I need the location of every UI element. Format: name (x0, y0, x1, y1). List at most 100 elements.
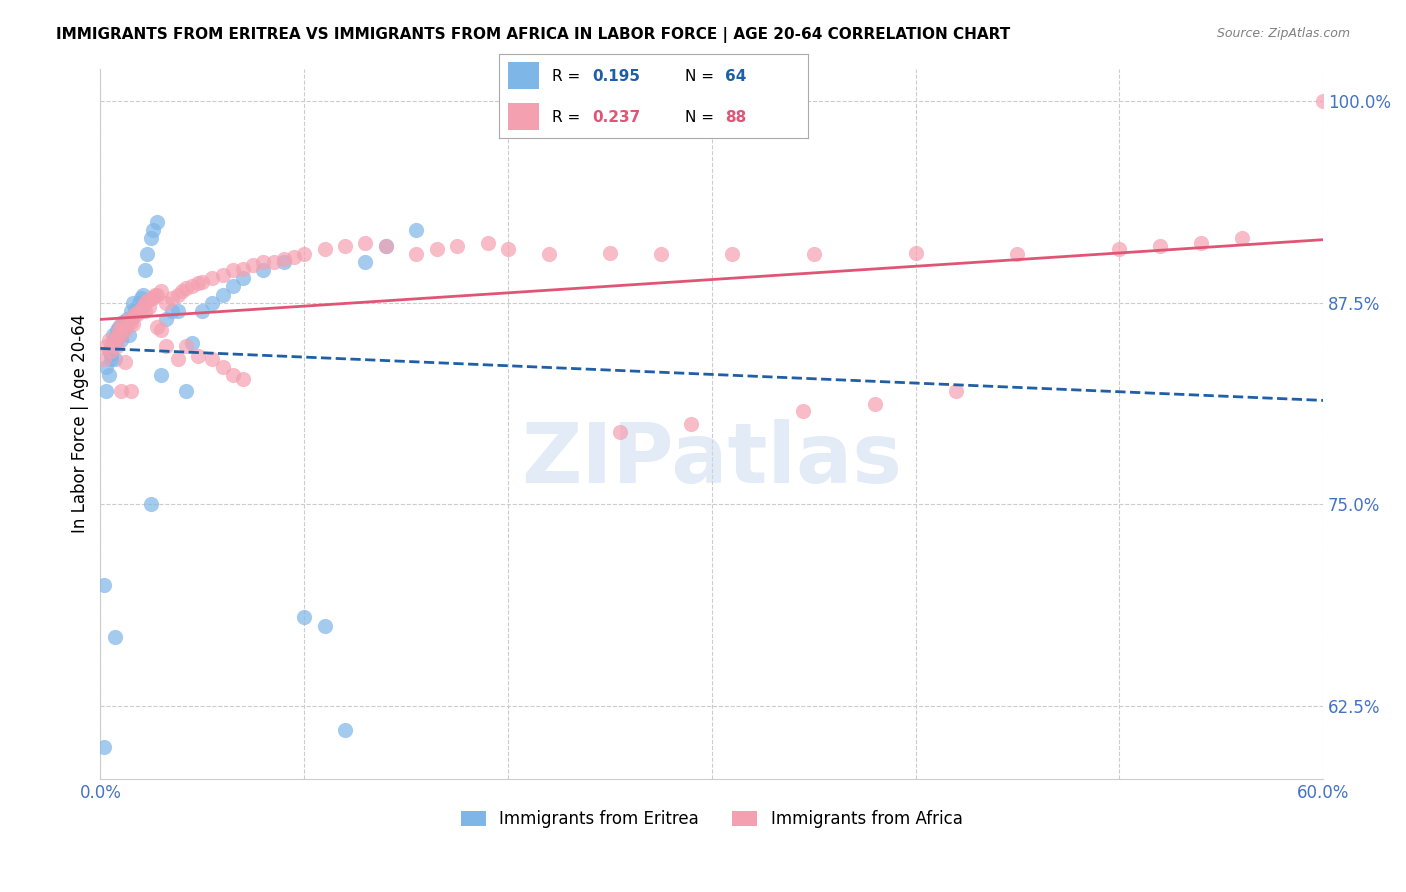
Point (155, 311, 177, 326)
Point (111, 323, 134, 337)
Point (105, 339, 128, 353)
Text: N =: N = (685, 69, 718, 84)
Point (104, 352, 127, 367)
Point (292, 610, 315, 624)
Point (333, 239, 356, 253)
Point (599, 245, 621, 260)
Point (211, 287, 233, 301)
Point (128, 303, 150, 318)
Point (191, 303, 214, 318)
Point (374, 239, 396, 253)
Point (222, 279, 245, 293)
Point (105, 327, 128, 342)
Point (114, 355, 136, 369)
Point (138, 301, 160, 315)
Point (129, 303, 152, 318)
Point (110, 319, 132, 334)
Point (107, 323, 129, 337)
Point (136, 247, 159, 261)
Point (146, 215, 169, 229)
Point (97, 333, 120, 347)
Point (114, 319, 136, 334)
Text: N =: N = (685, 110, 718, 125)
Point (609, 425, 631, 439)
Point (134, 263, 156, 277)
Point (125, 303, 148, 318)
Point (110, 327, 132, 342)
Point (1312, 94, 1334, 108)
Point (160, 303, 183, 318)
Point (181, 279, 204, 293)
Point (107, 319, 129, 334)
Text: ZIPatlas: ZIPatlas (522, 418, 903, 500)
Point (187, 349, 209, 363)
Point (292, 247, 315, 261)
Point (174, 339, 197, 353)
Point (174, 384, 197, 399)
Point (155, 339, 177, 353)
Point (1230, 231, 1253, 245)
Point (314, 618, 336, 632)
Point (426, 243, 449, 257)
Point (114, 317, 136, 331)
Point (97, 368, 120, 383)
Text: Source: ZipAtlas.com: Source: ZipAtlas.com (1216, 27, 1350, 40)
Point (104, 336, 127, 351)
Point (904, 245, 927, 260)
Point (146, 287, 169, 301)
Point (211, 360, 233, 375)
Point (150, 285, 173, 299)
Point (101, 327, 124, 342)
Point (124, 307, 146, 321)
Point (100, 347, 122, 361)
Point (354, 235, 377, 250)
Point (122, 317, 145, 331)
Point (650, 247, 672, 261)
Point (242, 259, 264, 273)
Point (477, 235, 499, 250)
Point (191, 275, 214, 289)
Point (160, 291, 183, 305)
Point (124, 303, 146, 318)
Point (222, 263, 245, 277)
Point (122, 295, 145, 310)
Y-axis label: In Labor Force | Age 20-64: In Labor Force | Age 20-64 (72, 314, 89, 533)
Point (104, 333, 127, 347)
Point (721, 247, 744, 261)
Point (405, 223, 427, 237)
Point (105, 331, 128, 345)
Point (263, 255, 285, 269)
Point (96, 339, 118, 353)
Text: IMMIGRANTS FROM ERITREA VS IMMIGRANTS FROM AFRICA IN LABOR FORCE | AGE 20-64 COR: IMMIGRANTS FROM ERITREA VS IMMIGRANTS FR… (56, 27, 1011, 43)
Point (104, 630, 127, 644)
Point (232, 261, 254, 276)
Point (128, 295, 150, 310)
Point (803, 247, 825, 261)
Point (1108, 243, 1130, 257)
Point (129, 291, 152, 305)
Point (100, 352, 122, 367)
Point (96, 384, 118, 399)
Point (104, 331, 127, 345)
Point (201, 271, 224, 285)
Point (141, 291, 163, 305)
Point (110, 333, 132, 347)
Point (283, 251, 305, 265)
Text: 0.237: 0.237 (592, 110, 640, 125)
Point (201, 352, 224, 367)
Point (792, 404, 814, 418)
Point (120, 384, 142, 399)
Point (145, 287, 167, 301)
Point (252, 263, 274, 277)
Point (166, 303, 188, 318)
Point (101, 339, 124, 353)
Point (273, 255, 295, 269)
Text: 0.195: 0.195 (592, 69, 640, 84)
Point (93, 578, 115, 592)
Point (100, 344, 122, 359)
Point (97, 344, 120, 359)
Point (93, 352, 115, 367)
Point (232, 371, 254, 385)
Point (96, 360, 118, 375)
Point (120, 303, 142, 318)
